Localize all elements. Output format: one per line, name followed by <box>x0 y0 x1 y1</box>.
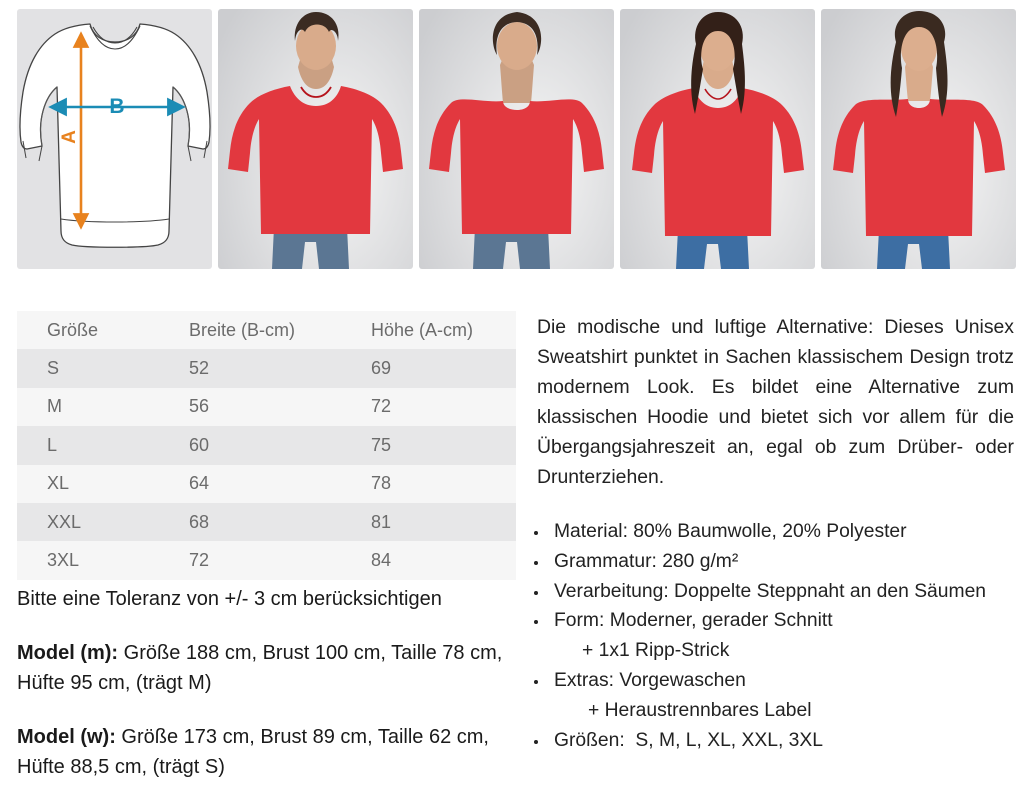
svg-text:B: B <box>109 95 124 118</box>
svg-text:A: A <box>59 130 80 144</box>
